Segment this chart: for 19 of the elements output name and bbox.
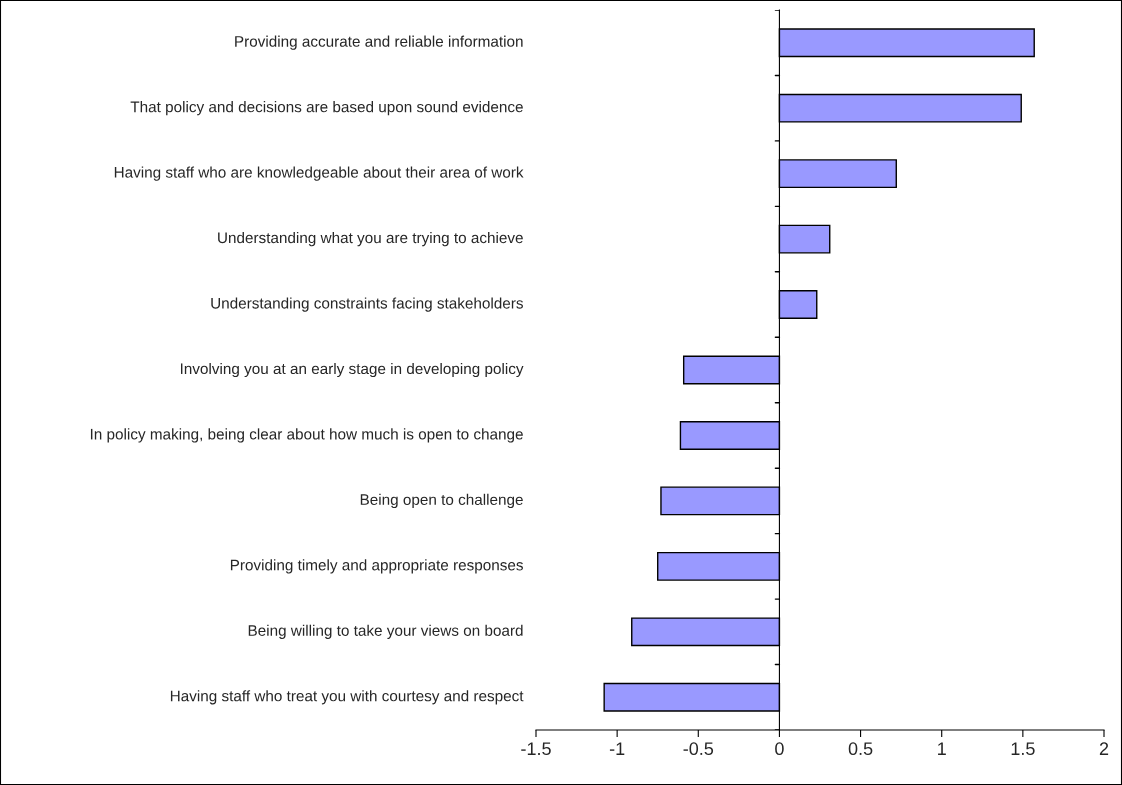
x-tick-label: 1	[938, 742, 946, 755]
x-tick-label: 0.5	[848, 742, 873, 756]
y-tick-label: In policy making, being clear about how much is open to change	[90, 428, 523, 443]
y-tick-label: Providing accurate and reliable information	[235, 35, 523, 50]
y-tick-label: That policy and decisions are based upon sound evidence	[130, 101, 523, 116]
x-tick-label: -1	[609, 742, 625, 755]
x-tick-label: -1.5	[521, 742, 551, 756]
x-tick-label: -0.5	[683, 742, 714, 756]
x-tick-label: 2	[1099, 742, 1109, 755]
y-tick-label: Having staff who treat you with courtesy and respect	[170, 690, 524, 705]
y-tick-label: Being willing to take your views on board	[248, 624, 523, 639]
y-tick-label: Having staff who are knowledgeable about their area of work	[114, 166, 524, 181]
y-tick-label: Understanding constraints facing stakeholders	[211, 297, 523, 312]
y-tick-label: Involving you at an early stage in developing policy	[180, 362, 524, 378]
y-tick-label: Being open to challenge	[360, 493, 523, 509]
x-tick-label: 0	[775, 742, 784, 756]
x-tick-label: 1.5	[1011, 742, 1035, 756]
y-tick-label: Understanding what you are trying to achieve	[218, 231, 523, 247]
y-tick-label: Providing timely and appropriate responses	[230, 559, 523, 574]
